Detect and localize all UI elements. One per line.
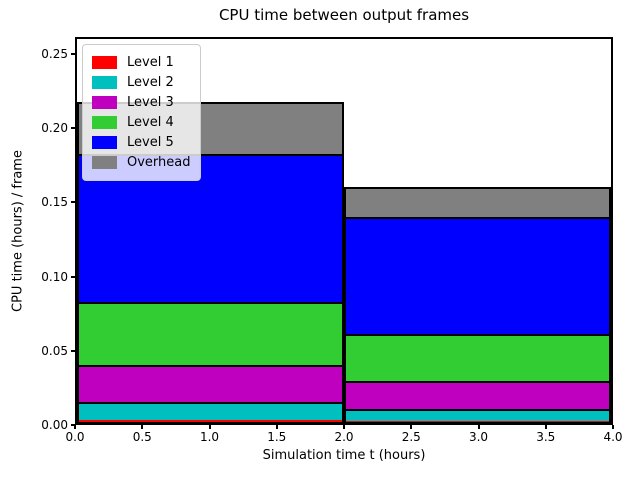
x-tick-mark [74, 425, 76, 429]
y-tick-label: 0.15 [41, 195, 68, 210]
legend-item: Level 4 [92, 114, 191, 131]
x-tick-label: 1.0 [199, 430, 220, 444]
x-tick-mark [544, 425, 547, 429]
x-tick-mark [477, 425, 480, 429]
x-tick-label: 4.0 [603, 430, 623, 444]
chart-title: CPU time between output frames [218, 6, 470, 24]
x-tick-mark [612, 425, 614, 429]
y-tick-label: 0.10 [41, 269, 68, 284]
y-tick-label: 0.25 [41, 46, 68, 61]
y-tick-mark [71, 127, 75, 130]
y-tick-mark [71, 424, 75, 426]
x-tick-label: 2.5 [401, 430, 421, 444]
y-tick-mark [71, 52, 75, 55]
x-tick-mark [141, 425, 144, 429]
legend-swatch-level-2 [92, 76, 117, 89]
y-tick-mark [71, 349, 75, 352]
x-tick-label: 1.5 [267, 430, 287, 444]
legend-swatch-level-4 [92, 116, 117, 129]
bar-segment-level-1 [346, 420, 609, 422]
legend-item: Level 3 [92, 94, 191, 111]
legend-item: Level 5 [92, 134, 191, 151]
x-tick-mark [343, 425, 345, 429]
x-tick-label: 0.0 [65, 430, 85, 444]
y-tick-label: 0.05 [41, 343, 68, 358]
legend-swatch-level-5 [92, 136, 117, 149]
legend-item: Overhead [92, 154, 191, 171]
bar-segment-level-3 [79, 366, 342, 402]
x-tick-label: 3.5 [536, 430, 556, 444]
x-tick-label: 0.5 [132, 430, 152, 444]
legend-label: Level 1 [127, 55, 174, 70]
y-tick-mark [71, 275, 75, 278]
legend-label: Level 3 [127, 95, 174, 110]
bar-segment-overhead [346, 188, 609, 217]
bar-segment-level-3 [346, 383, 609, 410]
legend-item: Level 1 [92, 54, 191, 71]
bar-segment-level-1 [79, 420, 342, 422]
legend-swatch-level-3 [92, 96, 117, 109]
y-tick-label: 0.20 [41, 121, 68, 136]
x-axis-label: Simulation time t (hours) [262, 448, 426, 463]
bar-segment-level-4 [346, 335, 609, 382]
y-tick-mark [71, 201, 75, 204]
legend-label: Overhead [127, 155, 191, 170]
legend-item: Level 2 [92, 74, 191, 91]
legend-label: Level 2 [127, 75, 174, 90]
legend-swatch-overhead [92, 156, 117, 169]
stacked-bar [344, 186, 611, 423]
x-tick-mark [410, 425, 413, 429]
x-tick-label: 2.0 [334, 430, 354, 444]
legend-label: Level 5 [127, 135, 174, 150]
x-tick-mark [208, 425, 211, 429]
y-tick-label: 0.00 [41, 418, 68, 432]
x-tick-label: 3.0 [468, 430, 489, 444]
legend-swatch-level-1 [92, 56, 117, 69]
y-axis-label: CPU time (hours) / frame [10, 150, 26, 312]
plot-area: Level 1 Level 2 Level 3 Level 4 Level 5 Overh… [75, 37, 613, 425]
legend: Level 1 Level 2 Level 3 Level 4 Level 5 Overh… [82, 44, 201, 181]
bar-segment-level-2 [79, 403, 342, 420]
bar-segment-level-5 [346, 218, 609, 334]
x-tick-mark [275, 425, 278, 429]
bar-segment-level-4 [79, 304, 342, 365]
bar-segment-level-2 [346, 411, 609, 421]
legend-label: Level 4 [127, 115, 174, 130]
